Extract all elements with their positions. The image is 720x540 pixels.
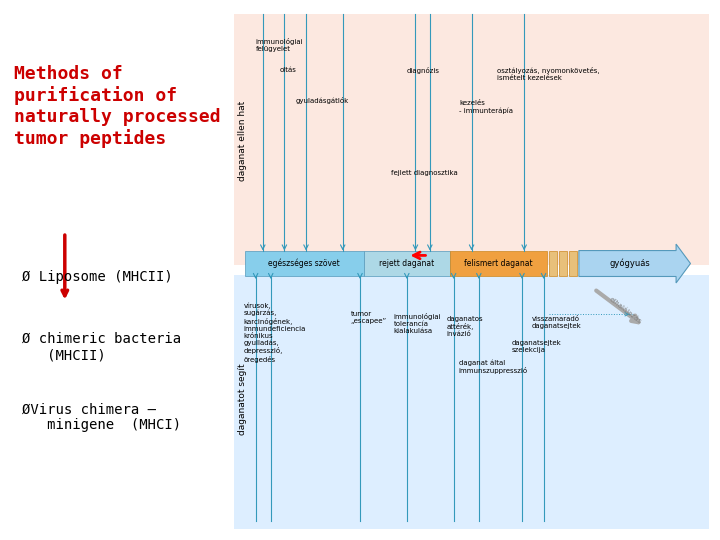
Bar: [569, 251, 577, 276]
Text: daganat által
immunszuppresszió: daganat által immunszuppresszió: [459, 359, 528, 374]
Text: diagnózis: diagnózis: [407, 68, 440, 75]
Text: daganatot segít: daganatot segít: [238, 364, 246, 435]
Text: osztályozás, nyomonkövetés,
ismételt kezelések: osztályozás, nyomonkövetés, ismételt kez…: [497, 68, 600, 82]
Text: fejlett diagnosztika: fejlett diagnosztika: [391, 170, 458, 176]
Bar: [559, 251, 567, 276]
Bar: [364, 251, 450, 276]
Text: immunológiai
felügyelet: immunológiai felügyelet: [256, 38, 303, 52]
Text: rejett daganat: rejett daganat: [379, 259, 434, 268]
Text: Methods of
purification of
naturally processed
tumor peptides: Methods of purification of naturally pro…: [14, 65, 221, 147]
Text: daganatos
attérék,
invázió: daganatos attérék, invázió: [446, 316, 483, 337]
Text: vírusok,
sugárzás,
karcinógének,
immundeficiencia
krónikus
gyulladás,
depresszió: vírusok, sugárzás, karcinógének, immunde…: [243, 302, 306, 363]
Text: kezelés
- immunterápía: kezelés - immunterápía: [459, 100, 513, 113]
Text: visszamaradó
daganatsejtek: visszamaradó daganatsejtek: [531, 316, 581, 329]
Text: oltás: oltás: [280, 68, 297, 73]
Text: tumor
„escapee”: tumor „escapee”: [351, 310, 387, 323]
Bar: [245, 251, 364, 276]
FancyArrow shape: [579, 244, 690, 283]
Text: daganat ellen hat: daganat ellen hat: [238, 100, 246, 180]
Text: Ø Liposome (MHCII): Ø Liposome (MHCII): [22, 270, 172, 284]
Text: felismert daganat: felismert daganat: [464, 259, 533, 268]
Text: gyógyuás: gyógyuás: [610, 259, 650, 268]
Bar: [234, 275, 709, 529]
Text: egészséges szövet: egészséges szövet: [269, 259, 340, 268]
Bar: [234, 14, 709, 265]
Text: daganatsejtek
szelekcija: daganatsejtek szelekcija: [511, 340, 561, 353]
Text: gyuladásgátlók: gyuladásgátlók: [295, 97, 348, 104]
Bar: [450, 251, 547, 276]
Text: Ø chimeric bacteria
   (MHCII): Ø chimeric bacteria (MHCII): [22, 332, 181, 362]
Text: immunológiai
tolerancía
kialakulása: immunológiai tolerancía kialakulása: [394, 313, 441, 334]
Text: elhalálozás: elhalálozás: [608, 296, 643, 325]
Bar: [549, 251, 557, 276]
Text: ØVirus chimera –
   minigene  (MHCI): ØVirus chimera – minigene (MHCI): [22, 402, 181, 433]
